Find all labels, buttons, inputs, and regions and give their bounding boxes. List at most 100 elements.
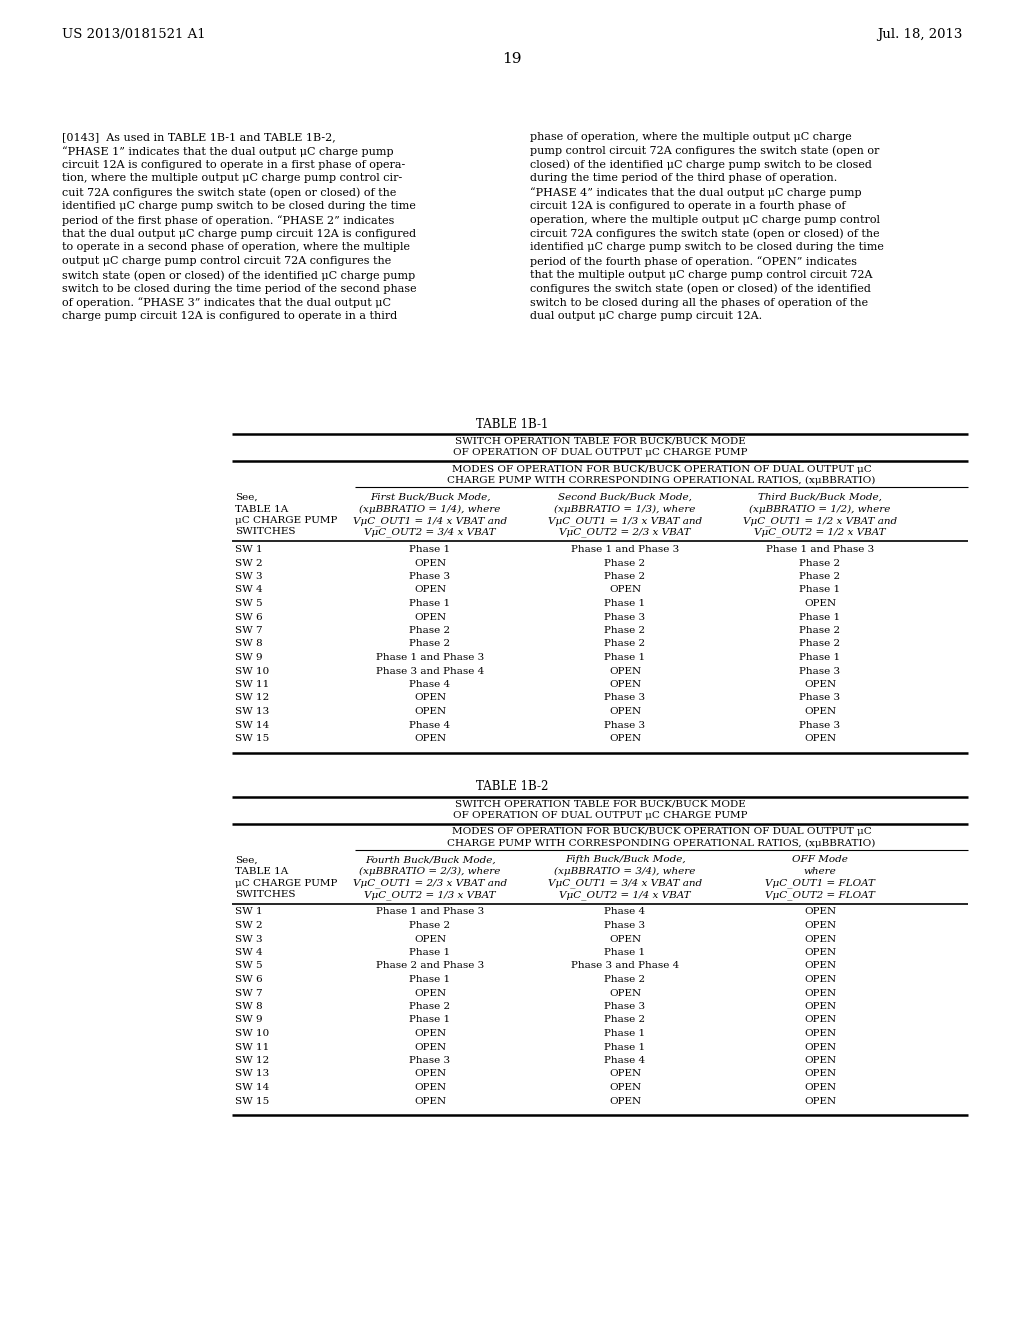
Text: OPEN: OPEN (609, 680, 641, 689)
Text: Phase 1: Phase 1 (410, 975, 451, 983)
Text: VμC_OUT2 = 3/4 x VBAT: VμC_OUT2 = 3/4 x VBAT (365, 528, 496, 537)
Text: Second Buck/Buck Mode,: Second Buck/Buck Mode, (558, 492, 692, 502)
Text: OPEN: OPEN (804, 975, 836, 983)
Text: First Buck/Buck Mode,: First Buck/Buck Mode, (370, 492, 490, 502)
Text: Phase 3: Phase 3 (800, 693, 841, 702)
Text: CHARGE PUMP WITH CORRESPONDING OPERATIONAL RATIOS, (xμBBRATIO): CHARGE PUMP WITH CORRESPONDING OPERATION… (447, 477, 876, 486)
Text: Phase 2: Phase 2 (604, 1015, 645, 1024)
Text: Phase 1: Phase 1 (410, 545, 451, 554)
Text: SW 12: SW 12 (234, 1056, 269, 1065)
Text: SW 8: SW 8 (234, 639, 262, 648)
Text: OPEN: OPEN (804, 734, 836, 743)
Text: OPEN: OPEN (414, 1069, 446, 1078)
Text: Phase 1 and Phase 3: Phase 1 and Phase 3 (766, 545, 874, 554)
Text: SW 13: SW 13 (234, 1069, 269, 1078)
Text: tion, where the multiple output μC charge pump control cir-: tion, where the multiple output μC charg… (62, 173, 402, 183)
Text: OF OPERATION OF DUAL OUTPUT μC CHARGE PUMP: OF OPERATION OF DUAL OUTPUT μC CHARGE PU… (453, 810, 748, 820)
Text: SW 8: SW 8 (234, 1002, 262, 1011)
Text: OPEN: OPEN (804, 1030, 836, 1038)
Text: Phase 2: Phase 2 (800, 572, 841, 581)
Text: Phase 1: Phase 1 (800, 653, 841, 663)
Text: Phase 1: Phase 1 (604, 948, 645, 957)
Text: OPEN: OPEN (804, 1097, 836, 1106)
Text: OPEN: OPEN (804, 1056, 836, 1065)
Text: OPEN: OPEN (804, 680, 836, 689)
Text: (xμBBRATIO = 3/4), where: (xμBBRATIO = 3/4), where (554, 867, 695, 876)
Text: identified μC charge pump switch to be closed during the time: identified μC charge pump switch to be c… (62, 201, 416, 211)
Text: VμC_OUT2 = 1/2 x VBAT: VμC_OUT2 = 1/2 x VBAT (755, 528, 886, 537)
Text: SWITCHES: SWITCHES (234, 890, 296, 899)
Text: SW 6: SW 6 (234, 612, 262, 622)
Text: Phase 2: Phase 2 (800, 639, 841, 648)
Text: circuit 12A is configured to operate in a fourth phase of: circuit 12A is configured to operate in … (530, 201, 846, 211)
Text: SW 15: SW 15 (234, 734, 269, 743)
Text: phase of operation, where the multiple output μC charge: phase of operation, where the multiple o… (530, 132, 852, 143)
Text: OFF Mode: OFF Mode (792, 855, 848, 865)
Text: Phase 2: Phase 2 (604, 639, 645, 648)
Text: period of the fourth phase of operation. “OPEN” indicates: period of the fourth phase of operation.… (530, 256, 857, 267)
Text: VμC_OUT1 = 1/4 x VBAT and: VμC_OUT1 = 1/4 x VBAT and (353, 516, 507, 525)
Text: SW 5: SW 5 (234, 599, 262, 609)
Text: switch to be closed during all the phases of operation of the: switch to be closed during all the phase… (530, 297, 868, 308)
Text: Phase 1 and Phase 3: Phase 1 and Phase 3 (376, 908, 484, 916)
Text: OPEN: OPEN (414, 586, 446, 594)
Text: Phase 1: Phase 1 (604, 1043, 645, 1052)
Text: SW 10: SW 10 (234, 1030, 269, 1038)
Text: See,: See, (234, 492, 258, 502)
Text: OPEN: OPEN (414, 612, 446, 622)
Text: OF OPERATION OF DUAL OUTPUT μC CHARGE PUMP: OF OPERATION OF DUAL OUTPUT μC CHARGE PU… (453, 447, 748, 457)
Text: Phase 4: Phase 4 (410, 721, 451, 730)
Text: Phase 2: Phase 2 (410, 626, 451, 635)
Text: OPEN: OPEN (609, 935, 641, 944)
Text: SWITCH OPERATION TABLE FOR BUCK/BUCK MODE: SWITCH OPERATION TABLE FOR BUCK/BUCK MOD… (455, 437, 745, 446)
Text: Phase 1: Phase 1 (410, 599, 451, 609)
Text: OPEN: OPEN (804, 921, 836, 931)
Text: (xμBBRATIO = 1/3), where: (xμBBRATIO = 1/3), where (554, 504, 695, 513)
Text: OPEN: OPEN (804, 961, 836, 970)
Text: SW 1: SW 1 (234, 908, 262, 916)
Text: Phase 3: Phase 3 (410, 572, 451, 581)
Text: TABLE 1A: TABLE 1A (234, 867, 288, 876)
Text: OPEN: OPEN (609, 586, 641, 594)
Text: OPEN: OPEN (804, 708, 836, 715)
Text: MODES OF OPERATION FOR BUCK/BUCK OPERATION OF DUAL OUTPUT μC: MODES OF OPERATION FOR BUCK/BUCK OPERATI… (452, 465, 871, 474)
Text: OPEN: OPEN (414, 693, 446, 702)
Text: switch to be closed during the time period of the second phase: switch to be closed during the time peri… (62, 284, 417, 294)
Text: SW 7: SW 7 (234, 989, 262, 998)
Text: SWITCHES: SWITCHES (234, 528, 296, 536)
Text: output μC charge pump control circuit 72A configures the: output μC charge pump control circuit 72… (62, 256, 391, 267)
Text: Phase 2: Phase 2 (604, 572, 645, 581)
Text: Phase 1: Phase 1 (604, 653, 645, 663)
Text: Phase 2: Phase 2 (604, 626, 645, 635)
Text: cuit 72A configures the switch state (open or closed) of the: cuit 72A configures the switch state (op… (62, 187, 396, 198)
Text: Phase 1 and Phase 3: Phase 1 and Phase 3 (570, 545, 679, 554)
Text: US 2013/0181521 A1: US 2013/0181521 A1 (62, 28, 206, 41)
Text: Fourth Buck/Buck Mode,: Fourth Buck/Buck Mode, (365, 855, 496, 865)
Text: VμC_OUT2 = 2/3 x VBAT: VμC_OUT2 = 2/3 x VBAT (559, 528, 691, 537)
Text: Jul. 18, 2013: Jul. 18, 2013 (877, 28, 962, 41)
Text: Phase 3: Phase 3 (604, 721, 645, 730)
Text: Phase 3 and Phase 4: Phase 3 and Phase 4 (376, 667, 484, 676)
Text: Phase 1 and Phase 3: Phase 1 and Phase 3 (376, 653, 484, 663)
Text: (xμBBRATIO = 2/3), where: (xμBBRATIO = 2/3), where (359, 867, 501, 876)
Text: OPEN: OPEN (414, 1043, 446, 1052)
Text: Phase 3: Phase 3 (604, 1002, 645, 1011)
Text: operation, where the multiple output μC charge pump control: operation, where the multiple output μC … (530, 215, 880, 224)
Text: Phase 1: Phase 1 (410, 948, 451, 957)
Text: Phase 2: Phase 2 (800, 626, 841, 635)
Text: Phase 4: Phase 4 (604, 1056, 645, 1065)
Text: charge pump circuit 12A is configured to operate in a third: charge pump circuit 12A is configured to… (62, 312, 397, 321)
Text: that the multiple output μC charge pump control circuit 72A: that the multiple output μC charge pump … (530, 271, 872, 280)
Text: OPEN: OPEN (609, 1082, 641, 1092)
Text: OPEN: OPEN (804, 599, 836, 609)
Text: (xμBBRATIO = 1/2), where: (xμBBRATIO = 1/2), where (750, 504, 891, 513)
Text: 19: 19 (502, 51, 522, 66)
Text: Phase 1: Phase 1 (800, 586, 841, 594)
Text: configures the switch state (open or closed) of the identified: configures the switch state (open or clo… (530, 284, 870, 294)
Text: VμC_OUT1 = 1/3 x VBAT and: VμC_OUT1 = 1/3 x VBAT and (548, 516, 702, 525)
Text: Phase 2 and Phase 3: Phase 2 and Phase 3 (376, 961, 484, 970)
Text: Phase 3: Phase 3 (604, 612, 645, 622)
Text: to operate in a second phase of operation, where the multiple: to operate in a second phase of operatio… (62, 243, 410, 252)
Text: VμC_OUT1 = 1/2 x VBAT and: VμC_OUT1 = 1/2 x VBAT and (743, 516, 897, 525)
Text: TABLE 1B-1: TABLE 1B-1 (476, 418, 548, 432)
